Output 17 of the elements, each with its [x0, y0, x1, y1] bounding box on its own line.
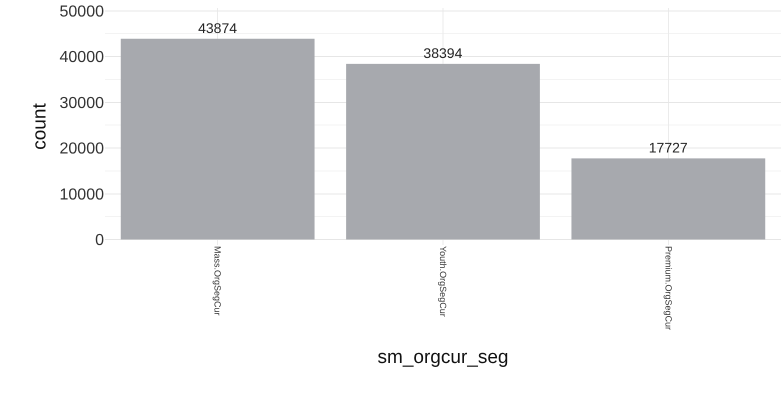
- data-label: 38394: [423, 44, 463, 61]
- y-tick-label: 10000: [60, 186, 104, 204]
- y-tick-label: 40000: [60, 49, 104, 66]
- x-tick-label: Mass.OrgSegCur: [212, 246, 223, 316]
- bar: [120, 38, 315, 240]
- y-tick-label: 50000: [60, 3, 104, 20]
- bar: [346, 64, 540, 240]
- data-label: 17727: [648, 139, 688, 156]
- x-axis-title: sm_orgcur_seg: [378, 346, 508, 368]
- bar: [571, 158, 766, 240]
- x-tick-label: Youth.OrgSegCur: [438, 246, 448, 317]
- y-axis-title: count: [29, 102, 50, 150]
- y-tick-label: 30000: [60, 94, 104, 112]
- x-tick-label: Premium.OrgSegCur: [663, 246, 674, 330]
- y-tick-label: 0: [95, 232, 104, 250]
- data-label: 43874: [198, 20, 238, 36]
- y-tick-label: 20000: [60, 140, 104, 158]
